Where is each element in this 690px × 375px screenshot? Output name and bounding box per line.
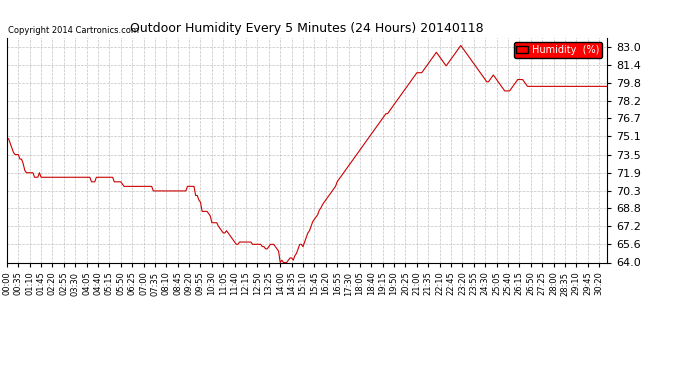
Title: Outdoor Humidity Every 5 Minutes (24 Hours) 20140118: Outdoor Humidity Every 5 Minutes (24 Hou… bbox=[130, 22, 484, 35]
Text: Copyright 2014 Cartronics.com: Copyright 2014 Cartronics.com bbox=[8, 26, 139, 35]
Legend: Humidity  (%): Humidity (%) bbox=[513, 42, 602, 58]
